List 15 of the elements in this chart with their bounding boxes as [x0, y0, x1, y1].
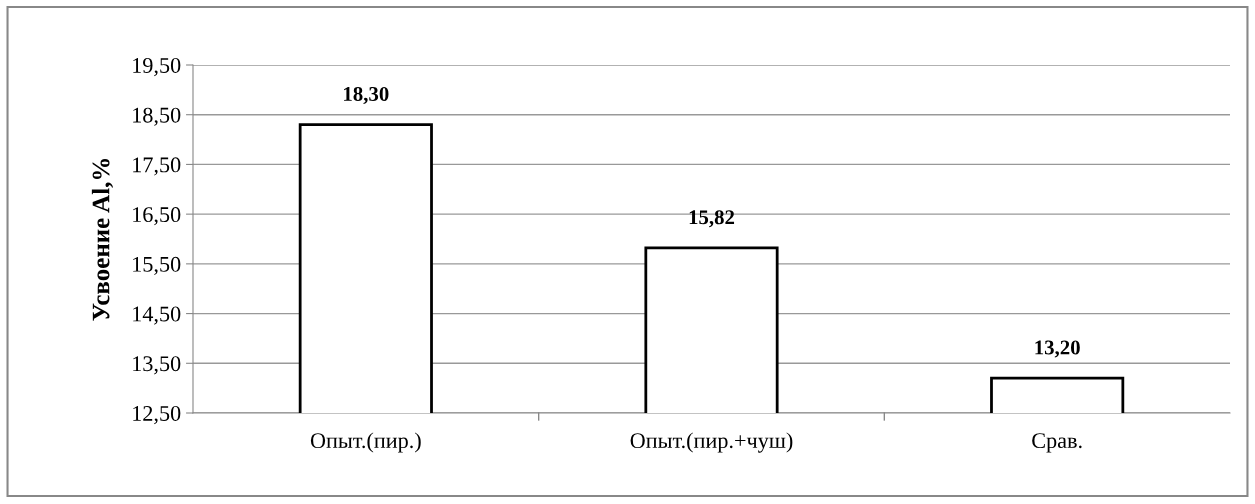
data-label: 18,30 [344, 86, 389, 104]
y-tick-label: 19,50 [133, 57, 181, 77]
x-tick-label: Срав. [1032, 433, 1082, 453]
y-tick-label: 13,50 [133, 356, 181, 375]
y-tick-label: 14,50 [133, 306, 181, 325]
x-tick-label: Опыт.(пир.) [310, 432, 421, 453]
y-tick-label: 16,50 [133, 207, 181, 226]
data-label: 13,20 [1035, 340, 1080, 358]
data-label: 15,82 [689, 210, 735, 228]
y-tick-label: 17,50 [133, 157, 181, 176]
x-tick-label: Опыт.(пир.+чуш) [630, 432, 793, 453]
y-axis-title: Усвоение Al,% [91, 158, 114, 321]
y-tick-label: 15,50 [133, 256, 181, 275]
y-tick-label: 18,50 [133, 107, 181, 126]
y-tick-label: 12,50 [133, 405, 181, 425]
